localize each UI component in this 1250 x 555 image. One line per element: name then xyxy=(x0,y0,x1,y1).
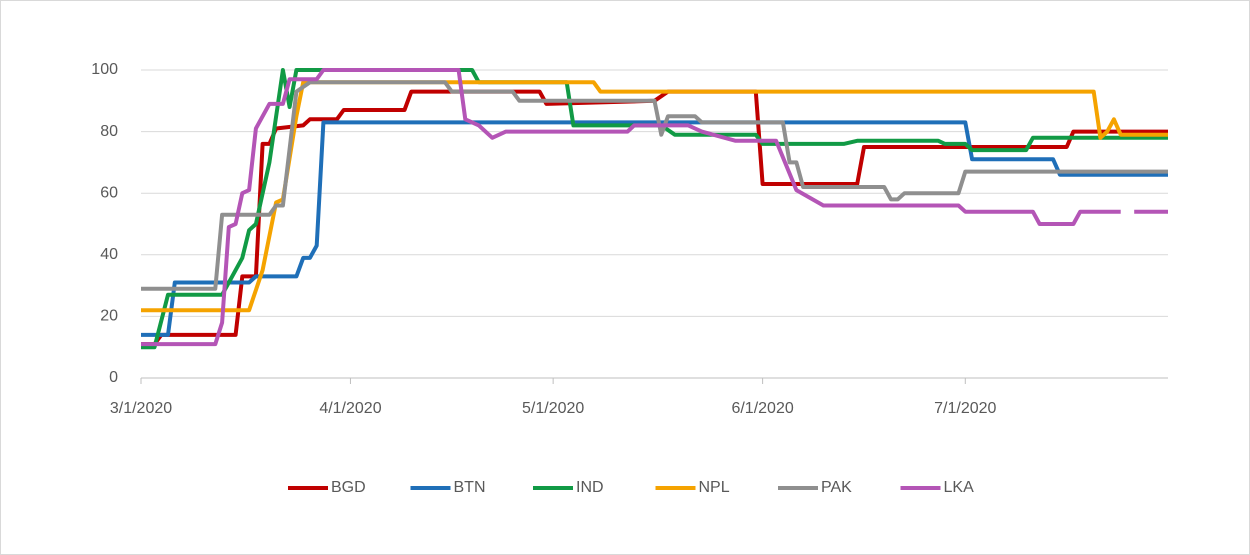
legend-label: PAK xyxy=(821,479,852,496)
series-line xyxy=(141,68,1168,347)
y-tick-label: 20 xyxy=(100,308,118,325)
y-tick-label: 40 xyxy=(100,246,118,263)
x-tick-label: 7/1/2020 xyxy=(934,400,996,417)
legend-label: LKA xyxy=(944,479,975,496)
x-tick-label: 5/1/2020 xyxy=(522,400,584,417)
y-tick-label: 80 xyxy=(100,123,118,140)
series-line xyxy=(141,120,1168,337)
x-tick-label: 4/1/2020 xyxy=(319,400,381,417)
legend-label: BGD xyxy=(331,479,366,496)
legend-label: NPL xyxy=(699,479,730,496)
series-line xyxy=(141,68,1168,350)
y-tick-label: 60 xyxy=(100,184,118,201)
x-tick-label: 6/1/2020 xyxy=(731,400,793,417)
series-line xyxy=(141,80,1168,313)
x-tick-label: 3/1/2020 xyxy=(110,400,172,417)
y-tick-label: 100 xyxy=(91,61,118,78)
legend-label: IND xyxy=(576,479,604,496)
legend-label: BTN xyxy=(454,479,486,496)
series-line xyxy=(141,89,1168,347)
y-tick-label: 0 xyxy=(109,369,118,386)
